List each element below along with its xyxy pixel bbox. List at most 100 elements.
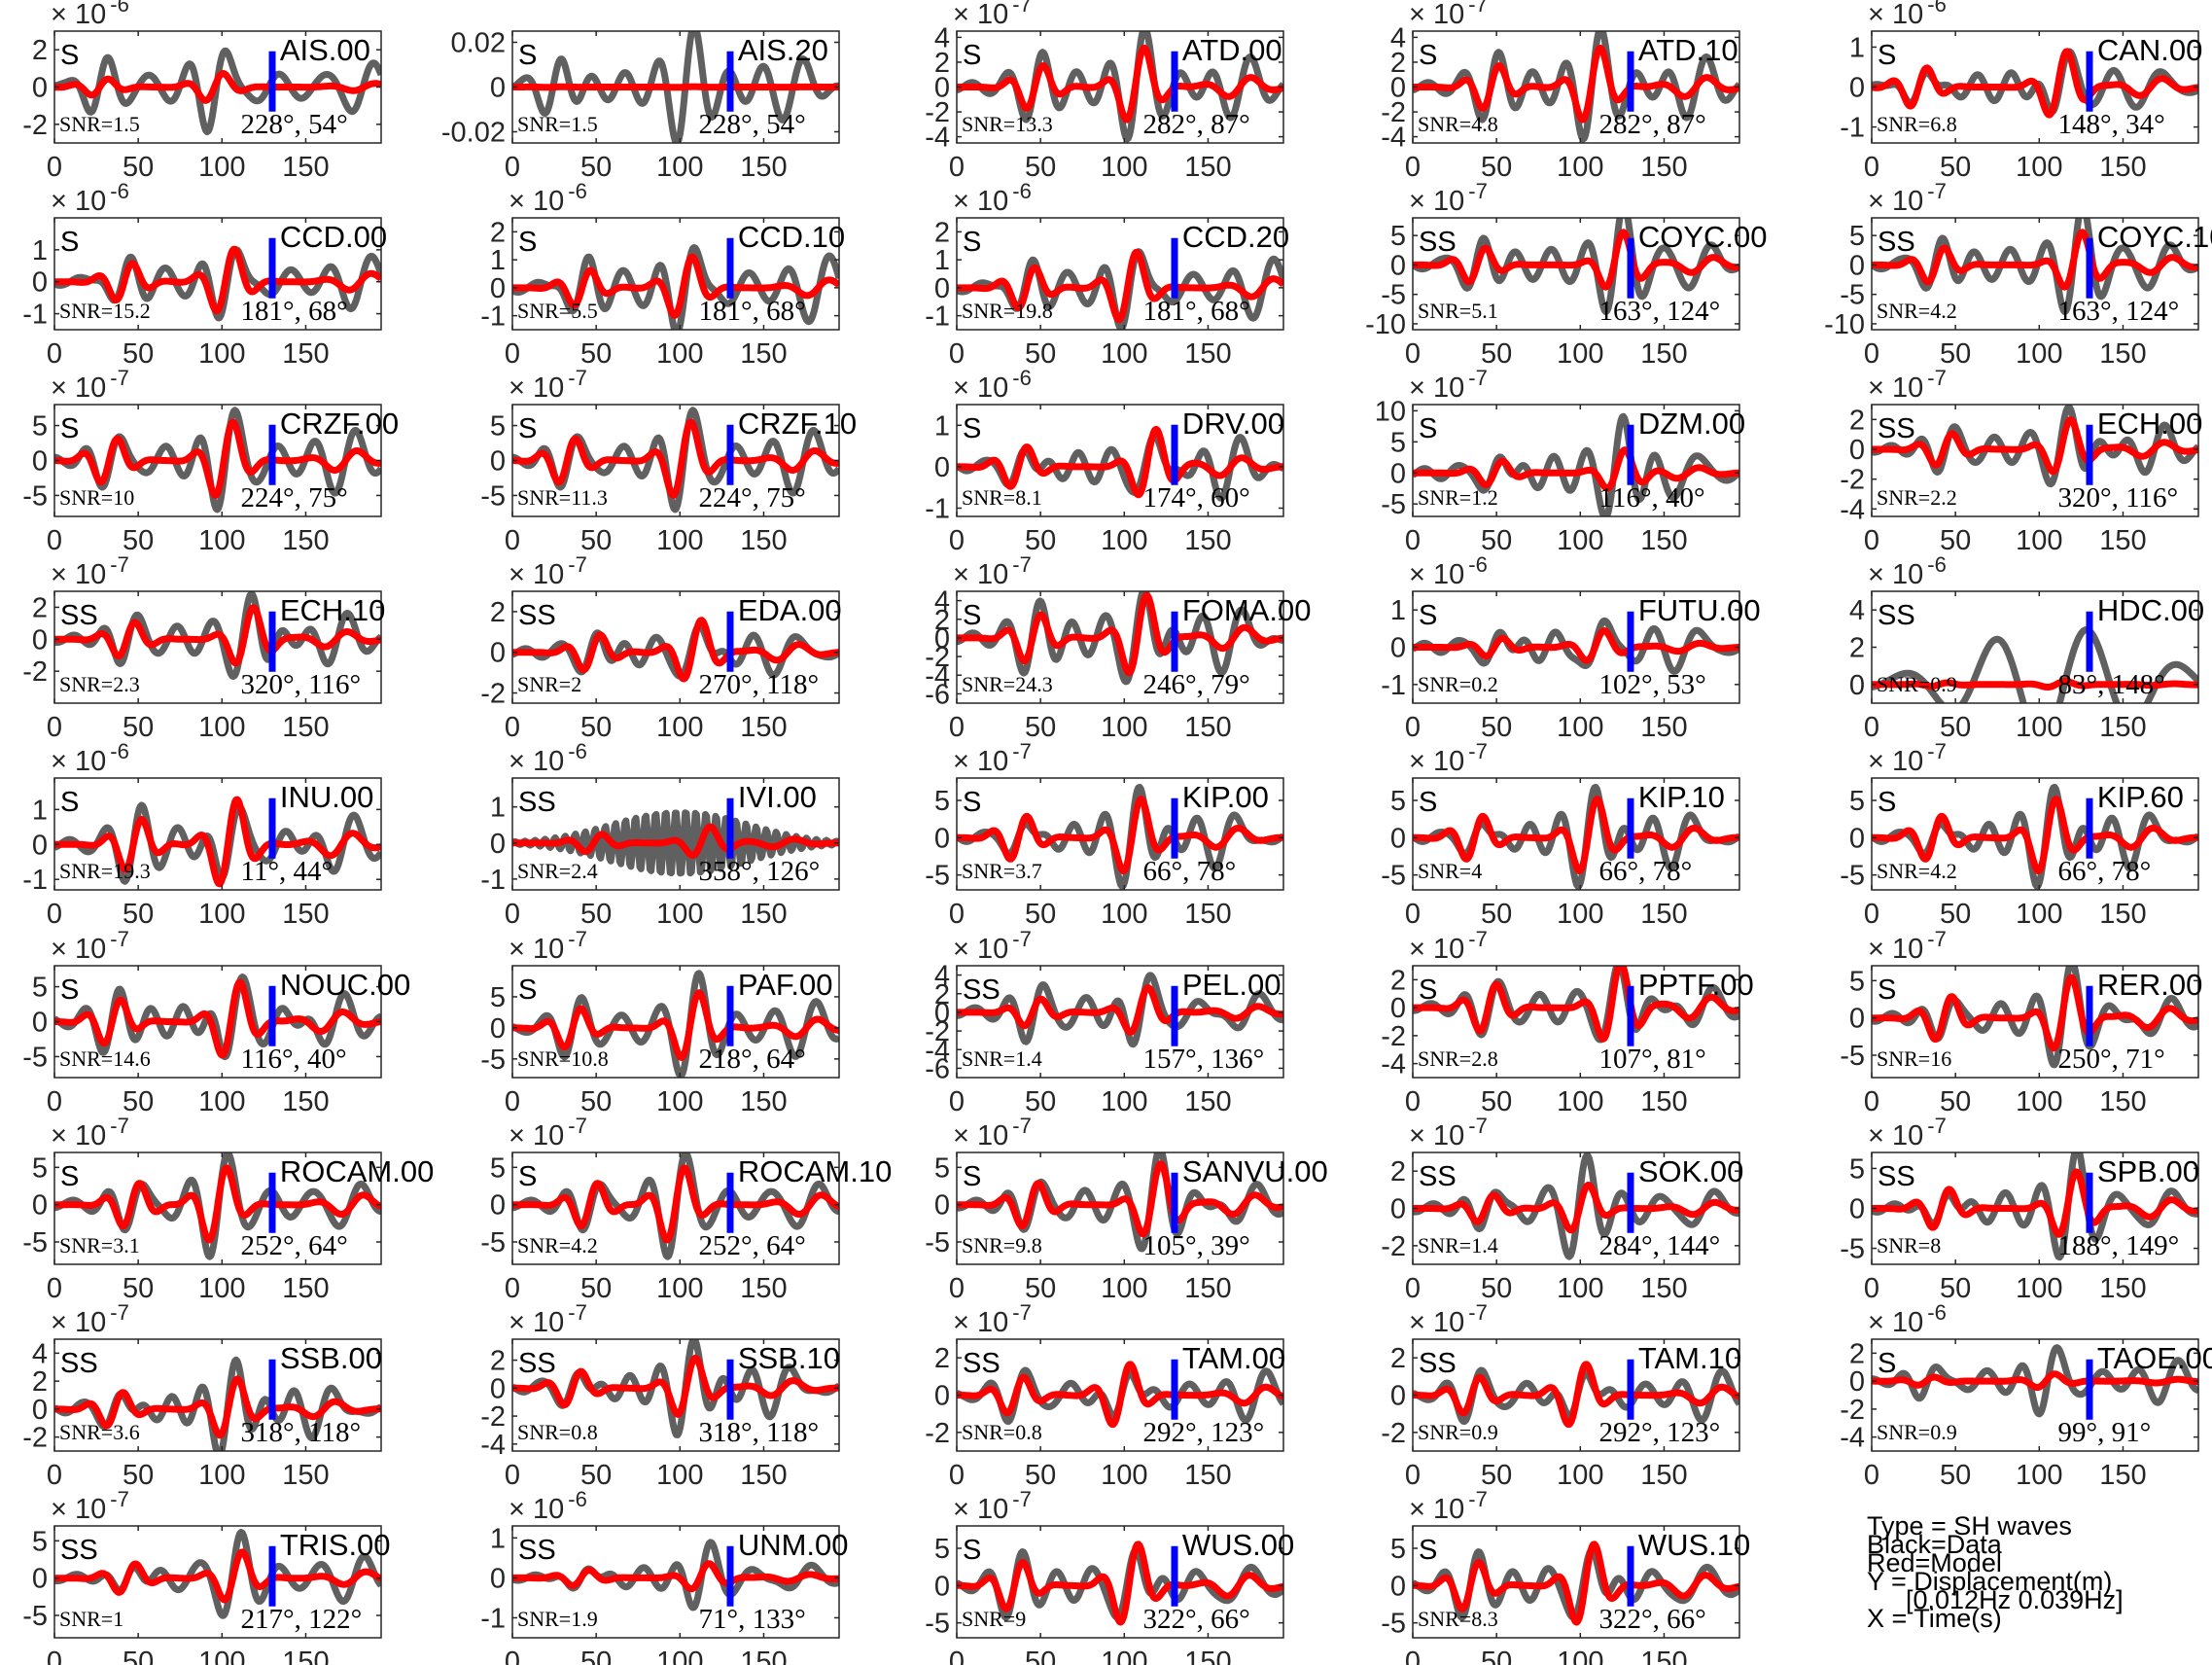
phase-label: S <box>1878 974 1896 1006</box>
x-tick-label: 50 <box>1025 1647 1056 1665</box>
x-tick-label: 50 <box>1481 899 1512 930</box>
y-tick-label: 2 <box>1849 633 1865 664</box>
snr-label: SNR=5.1 <box>1418 299 1498 323</box>
x-tick-label: 0 <box>949 899 965 930</box>
phase-label: S <box>60 40 79 71</box>
phase-label: SS <box>1419 1348 1457 1379</box>
y-tick-label: -5 <box>22 1042 48 1073</box>
snr-label: SNR=13.3 <box>962 112 1053 136</box>
legend-type: Type = SH waves <box>1867 1511 2072 1541</box>
x-tick-label: 50 <box>1025 712 1056 743</box>
y-exponent: × 10 -6 <box>1868 552 1947 590</box>
x-tick-label: 0 <box>1405 1086 1421 1117</box>
y-tick-label: 5 <box>32 1152 48 1184</box>
phase-label: SS <box>60 600 98 631</box>
snr-label: SNR=1.9 <box>517 1607 598 1631</box>
x-tick-label: 0 <box>949 1086 965 1117</box>
y-tick-label: 0 <box>934 998 950 1029</box>
x-tick-label: 150 <box>740 152 787 183</box>
y-tick-label: 0 <box>32 624 48 655</box>
station-label: UNM.00 <box>738 1528 849 1562</box>
x-tick-label: 150 <box>1184 525 1231 556</box>
snr-label: SNR=0.8 <box>962 1420 1042 1444</box>
y-tick-label: 2 <box>934 1343 950 1374</box>
y-tick-label: 5 <box>32 411 48 443</box>
y-tick-label: 5 <box>490 982 506 1013</box>
x-tick-label: 150 <box>740 1086 787 1117</box>
y-tick-label: -4 <box>1381 1049 1406 1080</box>
model-trace <box>957 425 1283 499</box>
y-tick-label: 5 <box>490 411 506 443</box>
phase-label: SS <box>518 1348 556 1379</box>
phase-label: SS <box>60 1348 98 1379</box>
panel-spb-00: 0 50 100 150 -5 0 5× 10 -7 SS SPB.00 SNR=8 188°, 14… <box>1840 1114 2199 1304</box>
station-label: CCD.00 <box>280 220 387 254</box>
x-tick-label: 100 <box>2016 899 2062 930</box>
snr-label: SNR=4.2 <box>1877 299 1957 323</box>
y-tick-label: -10 <box>1824 309 1865 340</box>
x-tick-label: 0 <box>47 525 62 556</box>
model-trace <box>1413 627 1739 664</box>
station-label: SSB.00 <box>280 1341 382 1375</box>
angles-label: 188°, 149° <box>2058 1230 2180 1261</box>
axes-box <box>1871 1338 2199 1452</box>
y-tick-label: 0 <box>1390 823 1406 854</box>
x-tick-label: 0 <box>505 1086 520 1117</box>
x-tick-label: 100 <box>1101 1647 1147 1665</box>
y-tick-label: 1 <box>490 1523 506 1554</box>
phase-label: SS <box>963 1348 1001 1379</box>
y-tick-label: 0 <box>32 1395 48 1426</box>
axes-box <box>53 777 382 891</box>
angles-label: 318°, 118° <box>241 1417 362 1448</box>
model-trace <box>512 1164 839 1244</box>
x-tick-label: 100 <box>1557 1086 1603 1117</box>
x-tick-label: 50 <box>123 1086 154 1117</box>
axes-box <box>53 1151 382 1265</box>
x-tick-label: 50 <box>123 1273 154 1304</box>
axes-box <box>511 1525 840 1639</box>
x-tick-label: 50 <box>1025 152 1056 183</box>
snr-label: SNR=0.2 <box>1418 672 1498 696</box>
y-tick-label: -1 <box>925 493 950 524</box>
angles-label: 250°, 71° <box>2058 1044 2165 1075</box>
x-tick-label: 50 <box>1025 525 1056 556</box>
y-tick-label: -2 <box>1840 1395 1865 1426</box>
phase-label: S <box>963 1535 981 1566</box>
model-trace <box>1872 677 2198 691</box>
panel-rocam-10: 0 50 100 150 -5 0 5× 10 -7 S ROCAM.10 SNR=4.2 252°,… <box>480 1114 892 1304</box>
x-tick-label: 100 <box>656 1460 703 1491</box>
y-tick-label: 5 <box>934 1152 950 1184</box>
y-exponent: × 10 -7 <box>953 1300 1032 1338</box>
legend-y-axis: Y = Displacement(m) <box>1867 1567 2113 1596</box>
y-exponent: × 10 -7 <box>51 552 129 590</box>
x-tick-label: 0 <box>949 712 965 743</box>
axes-box <box>511 590 840 704</box>
x-tick-label: 100 <box>2016 712 2062 743</box>
y-tick-label: -2 <box>925 97 950 128</box>
x-tick-label: 150 <box>1640 712 1687 743</box>
y-tick-label: -1 <box>480 301 506 333</box>
y-exponent: × 10 -7 <box>1868 927 1947 965</box>
x-tick-label: 100 <box>2016 525 2062 556</box>
x-tick-label: 100 <box>1101 899 1147 930</box>
panel-kip-00: 0 50 100 150 -5 0 5× 10 -7 S KIP.00 SNR=3.7 66°, 78… <box>925 739 1284 930</box>
x-tick-label: 0 <box>1405 1460 1421 1491</box>
y-tick-label: 0 <box>1849 250 1865 281</box>
y-exponent: × 10 -6 <box>953 179 1032 217</box>
y-tick-label: 2 <box>1849 405 1865 436</box>
x-tick-label: 50 <box>580 338 612 370</box>
model-trace <box>1413 229 1739 291</box>
model-trace <box>957 796 1283 875</box>
x-tick-label: 100 <box>656 1086 703 1117</box>
x-tick-label: 50 <box>123 712 154 743</box>
y-tick-label: -5 <box>925 861 950 892</box>
y-exponent: × 10 -7 <box>51 1300 129 1338</box>
station-label: AIS.00 <box>280 33 370 67</box>
axes-box <box>511 965 840 1079</box>
x-tick-label: 100 <box>1557 1273 1603 1304</box>
y-tick-label: 5 <box>1849 786 1865 817</box>
y-tick-label: 1 <box>1390 595 1406 626</box>
axes-box <box>956 217 1284 331</box>
x-tick-label: 50 <box>1481 1647 1512 1665</box>
